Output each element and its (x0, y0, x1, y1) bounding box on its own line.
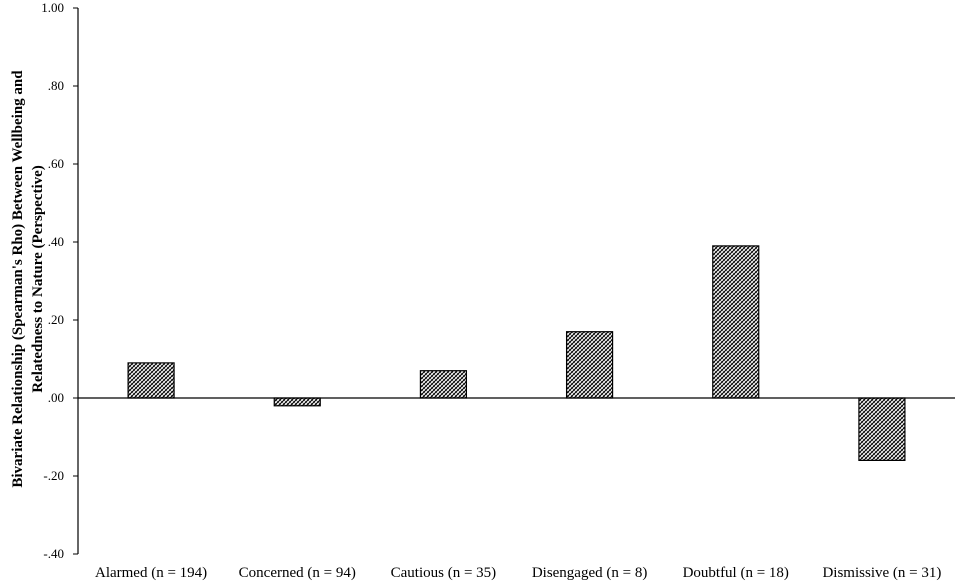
y-axis-title-line-1: Bivariate Relationship (Spearman's Rho) … (10, 70, 26, 488)
bar (419, 370, 468, 399)
y-axis-title-line-2: Relatedness to Nature (Perspective) (30, 165, 46, 393)
category-label: Disengaged (n = 8) (532, 565, 648, 581)
category-label: Cautious (n = 35) (391, 565, 497, 581)
y-tick-label: 1.00 (41, 0, 64, 15)
bar (273, 397, 321, 407)
y-tick-label: .00 (48, 390, 64, 405)
y-tick-label: -.20 (43, 468, 64, 483)
y-tick-label: .20 (48, 312, 64, 327)
y-tick-label: .60 (48, 156, 64, 171)
y-axis: 1.00 .80 .60 .40 .20 .00 -.20 -.40 (41, 0, 79, 561)
bar (858, 397, 906, 462)
category-labels: Alarmed (n = 194) Concerned (n = 94) Cauti… (95, 565, 941, 581)
bar (127, 362, 175, 399)
bars (127, 245, 906, 462)
y-axis-title: Bivariate Relationship (Spearman's Rho) … (10, 70, 46, 488)
y-tick-label: .40 (48, 234, 64, 249)
category-label: Concerned (n = 94) (239, 565, 356, 581)
category-label: Doubtful (n = 18) (683, 565, 789, 581)
category-label: Alarmed (n = 194) (95, 565, 207, 581)
bar (565, 331, 614, 399)
category-label: Dismissive (n = 31) (822, 565, 941, 581)
bar (712, 245, 760, 399)
y-tick-label: .80 (48, 78, 64, 93)
y-tick-label: -.40 (43, 546, 64, 561)
